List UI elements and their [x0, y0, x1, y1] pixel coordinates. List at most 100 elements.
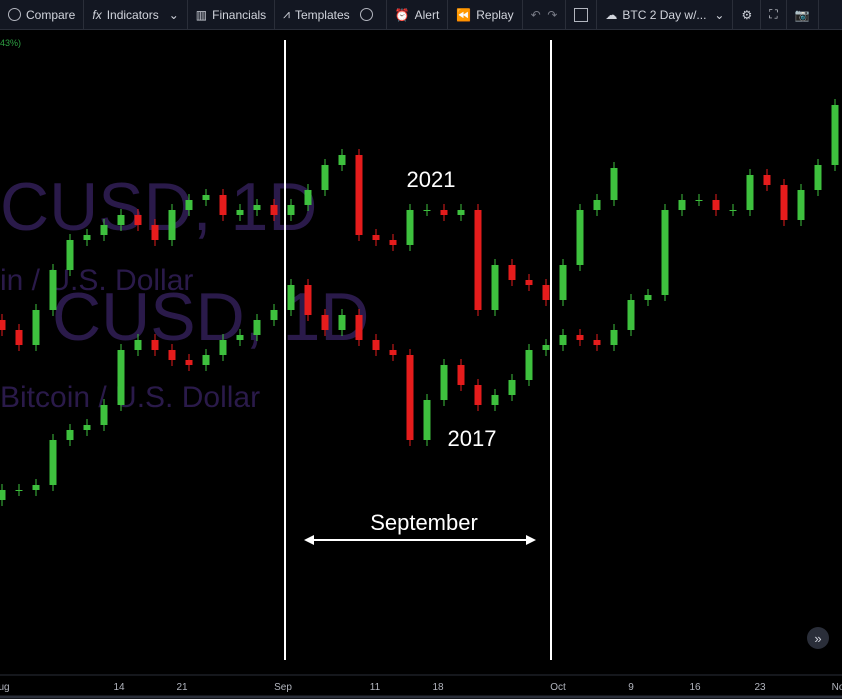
annotation: 2021 [407, 167, 456, 192]
candle [151, 340, 159, 350]
candle [627, 300, 635, 330]
candle [457, 365, 465, 385]
candle [695, 200, 703, 201]
x-tick-label: Sep [274, 682, 292, 693]
candle [576, 210, 584, 265]
candle [423, 400, 431, 440]
candle [304, 190, 312, 205]
candle [321, 165, 329, 190]
candle [287, 205, 295, 215]
toolbar-button[interactable]: ⩘ Templates [275, 0, 387, 29]
candle [338, 155, 346, 165]
candle [100, 225, 108, 235]
layout-label: BTC 2 Day w/... [622, 7, 707, 22]
snapshot-button[interactable]: 📷 [787, 0, 819, 29]
candle [168, 210, 176, 240]
candles [0, 99, 839, 506]
candle [593, 340, 601, 345]
candle [389, 240, 397, 245]
candle [644, 295, 652, 300]
candle [508, 265, 516, 280]
candle [372, 340, 380, 350]
x-tick-label: Oct [550, 682, 566, 693]
scroll-button[interactable] [807, 627, 829, 649]
candle [746, 175, 754, 210]
candle [491, 395, 499, 405]
button-label: Compare [26, 7, 76, 22]
candle [100, 405, 108, 425]
layout-button[interactable] [566, 0, 598, 29]
candle [406, 355, 414, 440]
candle [185, 200, 193, 210]
annotation: September [370, 510, 478, 535]
scroll-icon: » [814, 631, 821, 646]
candle [49, 270, 57, 310]
candle [610, 330, 618, 345]
candle [423, 210, 431, 211]
candle [134, 340, 142, 350]
candle [83, 235, 91, 240]
toolbar-button[interactable]: ⏰ Alert [387, 0, 449, 29]
candle [270, 310, 278, 320]
candle [49, 440, 57, 485]
x-tick-label: 11 [370, 682, 381, 693]
x-tick-label: ug [0, 682, 10, 693]
candle [525, 280, 533, 285]
candle [134, 215, 142, 225]
watermark: Bitcoin / U.S. Dollar [0, 381, 260, 414]
fullscreen-button[interactable]: ⛶ [761, 0, 787, 29]
x-tick-label: 23 [754, 682, 766, 693]
undo-redo[interactable]: ↶ ↷ [523, 0, 567, 29]
x-tick-label: 16 [689, 682, 701, 693]
toolbar-button[interactable]: ▥ Financials [188, 0, 276, 29]
toolbar-button[interactable]: Compare [0, 0, 85, 29]
candle [678, 200, 686, 210]
button-label: Financials [212, 7, 267, 22]
candle [202, 355, 210, 365]
candle [831, 105, 839, 165]
candle [576, 335, 584, 340]
toolbar: Compare fx Indicators ⌄ ▥ Financials ⩘ Templ… [0, 0, 842, 30]
candle [151, 225, 159, 240]
toolbar-button[interactable]: ⏪ Replay [448, 0, 523, 29]
candle [525, 350, 533, 380]
settings-button[interactable]: ⚙ [733, 0, 762, 29]
candle [338, 315, 346, 330]
candle [372, 235, 380, 240]
annotation: 2017 [448, 426, 497, 451]
x-tick-label: 21 [176, 682, 188, 693]
x-tick-label: 18 [432, 682, 444, 693]
candle [185, 360, 193, 365]
candle [712, 200, 720, 210]
watermark: in / U.S. Dollar [0, 264, 193, 297]
candle [117, 215, 125, 225]
candle [66, 430, 74, 440]
layout-name[interactable]: ☁ BTC 2 Day w/... ⌄ [597, 0, 734, 29]
candle [32, 485, 40, 490]
button-label: Indicators [106, 7, 159, 22]
candle [440, 210, 448, 215]
candle [814, 165, 822, 190]
candle [763, 175, 771, 185]
candle [32, 310, 40, 345]
button-label: Alert [414, 7, 440, 22]
candle [236, 210, 244, 215]
candle [474, 210, 482, 310]
candle [15, 330, 23, 345]
button-label: Templates [294, 7, 350, 22]
candle [15, 490, 23, 491]
watermark-layer: CUSD, 1D in / U.S. Dollar CUSD, 1D Bitco… [0, 169, 369, 414]
x-tick-label: 9 [628, 682, 634, 693]
candle [406, 210, 414, 245]
candle [117, 350, 125, 405]
candle [729, 210, 737, 211]
candle [542, 285, 550, 300]
candle [491, 265, 499, 310]
time-labels: ug 14 21 Sep 11 18 Oct 9 16 23 No [0, 682, 842, 693]
legend-fragment: 43%) [0, 38, 21, 48]
toolbar-button[interactable]: fx Indicators ⌄ [84, 0, 188, 29]
candle [219, 195, 227, 215]
candle [304, 285, 312, 315]
